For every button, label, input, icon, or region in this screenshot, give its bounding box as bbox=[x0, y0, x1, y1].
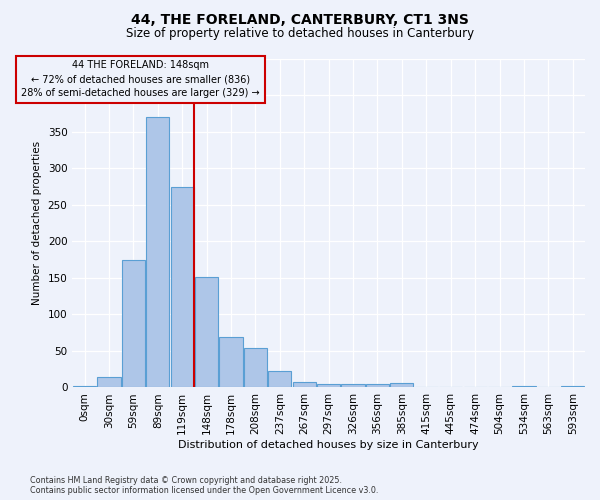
Bar bbox=[73, 386, 96, 388]
Bar bbox=[170, 186, 194, 388]
Bar bbox=[317, 384, 340, 388]
Text: 44, THE FORELAND, CANTERBURY, CT1 3NS: 44, THE FORELAND, CANTERBURY, CT1 3NS bbox=[131, 12, 469, 26]
Text: 44 THE FORELAND: 148sqm
← 72% of detached houses are smaller (836)
28% of semi-d: 44 THE FORELAND: 148sqm ← 72% of detache… bbox=[22, 60, 260, 98]
Bar bbox=[97, 376, 121, 388]
X-axis label: Distribution of detached houses by size in Canterbury: Distribution of detached houses by size … bbox=[178, 440, 479, 450]
Bar bbox=[391, 383, 413, 388]
Text: Contains HM Land Registry data © Crown copyright and database right 2025.
Contai: Contains HM Land Registry data © Crown c… bbox=[30, 476, 379, 495]
Bar bbox=[244, 348, 267, 388]
Bar bbox=[561, 386, 584, 388]
Y-axis label: Number of detached properties: Number of detached properties bbox=[32, 141, 42, 306]
Bar bbox=[366, 384, 389, 388]
Bar bbox=[268, 370, 292, 388]
Bar bbox=[195, 276, 218, 388]
Text: Size of property relative to detached houses in Canterbury: Size of property relative to detached ho… bbox=[126, 28, 474, 40]
Bar bbox=[122, 260, 145, 388]
Bar bbox=[293, 382, 316, 388]
Bar bbox=[146, 118, 169, 388]
Bar bbox=[512, 386, 536, 388]
Bar bbox=[220, 337, 242, 388]
Bar bbox=[341, 384, 365, 388]
